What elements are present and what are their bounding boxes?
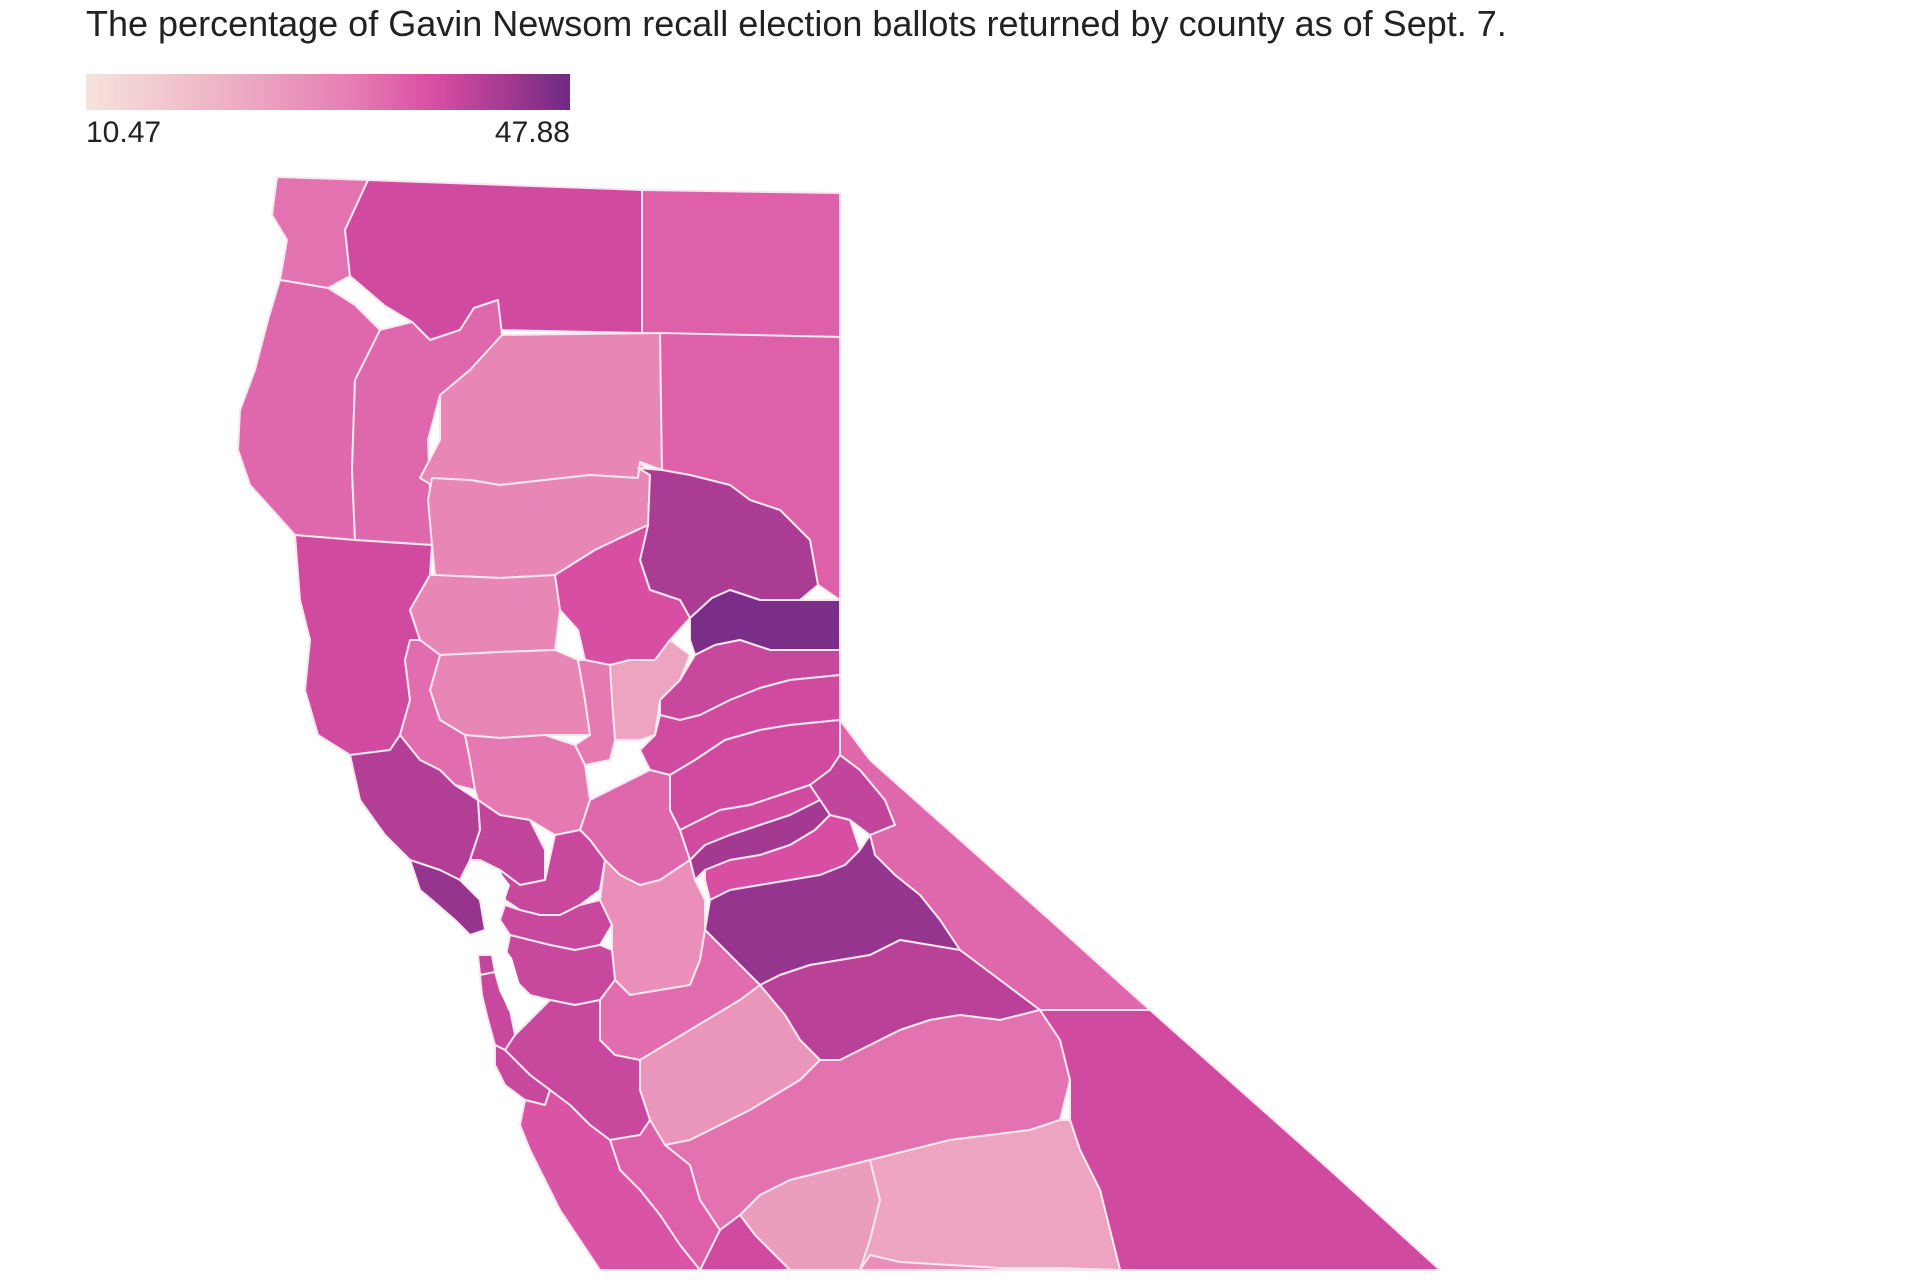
county-kern[interactable] bbox=[859, 1254, 1121, 1271]
county-colusa[interactable] bbox=[429, 649, 591, 739]
county-glenn[interactable] bbox=[409, 574, 561, 656]
county-layer bbox=[237, 176, 1441, 1271]
legend-gradient-bar bbox=[86, 74, 570, 110]
san-francisco-bay bbox=[492, 945, 530, 1020]
county-sutter[interactable] bbox=[574, 659, 616, 766]
county-modoc[interactable] bbox=[641, 189, 841, 338]
county-san-luis-obispo[interactable] bbox=[699, 1214, 791, 1271]
map-title: The percentage of Gavin Newsom recall el… bbox=[86, 3, 1507, 44]
legend-labels: 10.47 47.88 bbox=[86, 116, 570, 150]
county-monterey[interactable] bbox=[519, 1089, 701, 1271]
county-butte[interactable] bbox=[554, 524, 691, 666]
san-pablo-bay bbox=[480, 872, 510, 905]
legend-max-label: 47.88 bbox=[494, 116, 570, 149]
legend-min-label: 10.47 bbox=[86, 116, 162, 149]
california-choropleth-map bbox=[0, 160, 1920, 1280]
color-legend: 10.47 47.88 bbox=[86, 74, 570, 150]
map-canvas bbox=[237, 176, 1441, 1271]
county-tulare[interactable] bbox=[859, 1119, 1121, 1271]
county-marin[interactable] bbox=[409, 859, 486, 936]
bay-water bbox=[480, 872, 530, 1020]
